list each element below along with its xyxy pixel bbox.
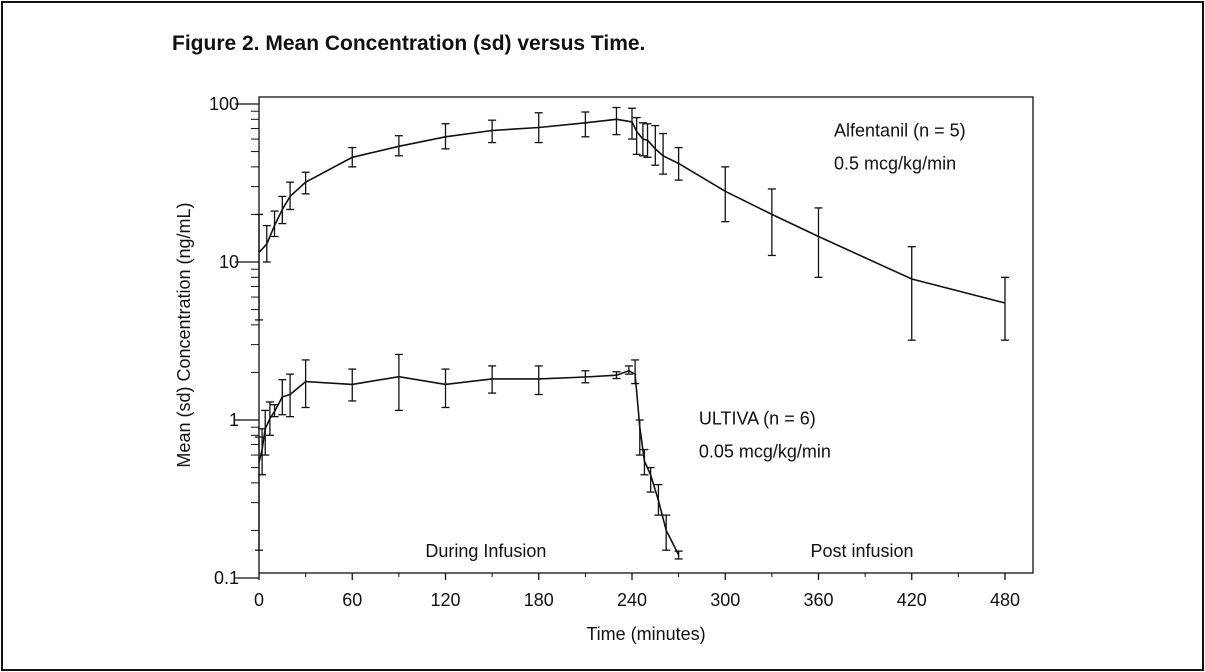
alfentanil-error-bar: [632, 116, 641, 156]
alfentanil-error-bar: [301, 171, 310, 195]
y-tick-label: 10: [219, 252, 239, 272]
ultiva-error-bar: [394, 353, 403, 412]
x-tick-label: 0: [254, 590, 264, 610]
x-tick-label: 60: [342, 590, 362, 610]
ultiva-error-bar: [581, 370, 590, 384]
alfentanil-error-bar: [643, 123, 652, 158]
x-tick-label: 300: [710, 590, 740, 610]
ultiva-error-bar: [631, 359, 640, 385]
ultiva-error-bar: [441, 368, 450, 409]
ultiva-error-bar: [635, 419, 644, 456]
alfentanil-error-bar: [286, 181, 295, 211]
x-tick-label: 120: [430, 590, 460, 610]
y-axis: 0.1 1 10 100: [209, 94, 259, 588]
ultiva-error-bar: [278, 379, 287, 416]
alfentanil-error-bar: [262, 224, 271, 263]
series-layer: [255, 106, 1009, 560]
alfentanil-error-bar: [628, 107, 636, 140]
alfentanil-error-bar: [767, 188, 776, 257]
alfentanil-error-bar: [674, 146, 683, 181]
x-tick-label: 180: [524, 590, 554, 610]
alfentanil-error-bar: [638, 122, 647, 157]
alfentanil-error-bar: [441, 123, 450, 150]
ultiva-error-bar: [640, 448, 649, 476]
ultiva-error-bar: [674, 550, 683, 560]
alfentanil-error-bar: [612, 106, 621, 136]
y-tick-label: 100: [209, 94, 239, 114]
x-tick-label: 240: [617, 590, 647, 610]
ultiva-error-bar: [662, 514, 671, 551]
ultiva-error-bar: [301, 359, 310, 409]
ultiva-error-bar: [265, 401, 274, 436]
x-tick-label: 420: [897, 590, 927, 610]
ultiva-error-bar: [654, 483, 663, 516]
figure-title: Figure 2. Mean Concentration (sd) versus…: [172, 32, 646, 55]
chart-annotation: ULTIVA (n = 6): [699, 409, 816, 429]
alfentanil-error-bar: [721, 166, 730, 223]
alfentanil-error-bar: [394, 135, 403, 157]
ultiva-error-bar: [286, 373, 295, 418]
y-tick-label: 1: [229, 410, 239, 430]
alfentanil-error-bar: [278, 195, 287, 225]
chart-annotation: During Infusion: [425, 541, 546, 561]
chart-annotation: 0.5 mcg/kg/min: [834, 154, 956, 174]
alfentanil-error-bar: [814, 207, 823, 278]
alfentanil-error-bar: [488, 119, 497, 144]
alfentanil-error-bar: [534, 112, 543, 144]
alfentanil-series-line: [258, 118, 1006, 304]
alfentanil-error-bar: [1001, 276, 1009, 341]
ultiva-error-bar: [534, 365, 543, 396]
y-axis-label: Mean (sd) Concentration (ng/mL): [174, 202, 194, 467]
alfentanil-error-bar: [255, 213, 263, 321]
ultiva-series-line: [258, 369, 680, 556]
chart-annotation: Post infusion: [810, 541, 913, 561]
ultiva-error-bar: [624, 365, 633, 375]
ultiva-error-bar: [646, 466, 655, 493]
chart-annotation: Alfentanil (n = 5): [834, 120, 966, 140]
alfentanil-error-bar: [651, 124, 660, 166]
y-tick-label: 0.1: [214, 568, 239, 588]
ultiva-error-bar: [612, 371, 621, 380]
plot-area: [258, 96, 1034, 574]
alfentanil-error-bar: [348, 146, 357, 168]
alfentanil-error-bar: [270, 210, 279, 238]
ultiva-error-bar: [270, 404, 279, 418]
alfentanil-error-bar: [907, 246, 916, 341]
x-axis-label: Time (minutes): [586, 624, 705, 644]
alfentanil-error-bar: [581, 111, 590, 138]
ultiva-error-bar: [488, 365, 497, 394]
x-axis: 0 60 120 180 240 300 360 420 480: [254, 573, 1020, 610]
chart-annotation: 0.05 mcg/kg/min: [699, 442, 831, 462]
ultiva-error-bar: [261, 409, 270, 456]
x-tick-label: 360: [803, 590, 833, 610]
alfentanil-error-bar: [659, 132, 668, 175]
x-tick-label: 480: [990, 590, 1020, 610]
ultiva-error-bar: [348, 368, 357, 402]
annotation-layer: Alfentanil (n = 5) 0.5 mcg/kg/min ULTIVA (…: [425, 120, 965, 561]
